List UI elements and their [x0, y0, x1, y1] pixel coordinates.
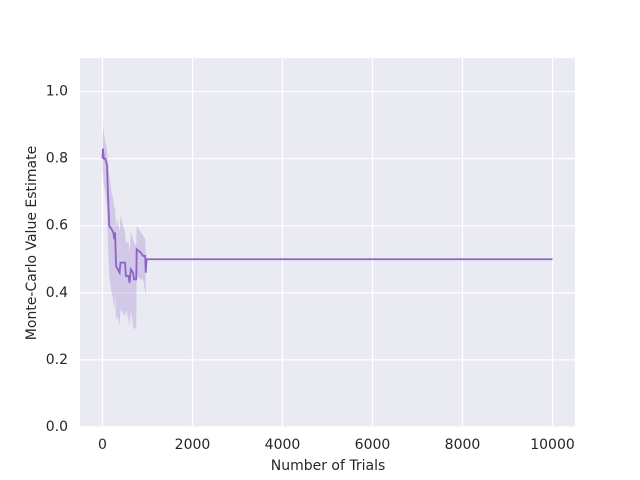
y-tick-label: 0.4: [46, 285, 68, 301]
y-tick-label: 1.0: [46, 84, 68, 100]
y-tick-label: 0.6: [46, 218, 68, 234]
x-tick-label: 4000: [265, 437, 301, 453]
line: [101, 148, 553, 283]
x-axis-label: Number of Trials: [271, 458, 386, 474]
y-axis-label: Monte-Carlo Value Estimate: [24, 146, 40, 340]
x-tick-label: 0: [98, 437, 107, 453]
x-tick-label: 6000: [355, 437, 391, 453]
y-tick-label: 0.0: [46, 419, 68, 435]
plot-area: [80, 58, 575, 427]
x-tick-label: 8000: [445, 437, 481, 453]
x-tick-label: 10000: [530, 437, 575, 453]
y-tick-label: 0.8: [46, 151, 68, 167]
x-tick-label: 2000: [175, 437, 211, 453]
y-tick-label: 0.2: [46, 352, 68, 368]
